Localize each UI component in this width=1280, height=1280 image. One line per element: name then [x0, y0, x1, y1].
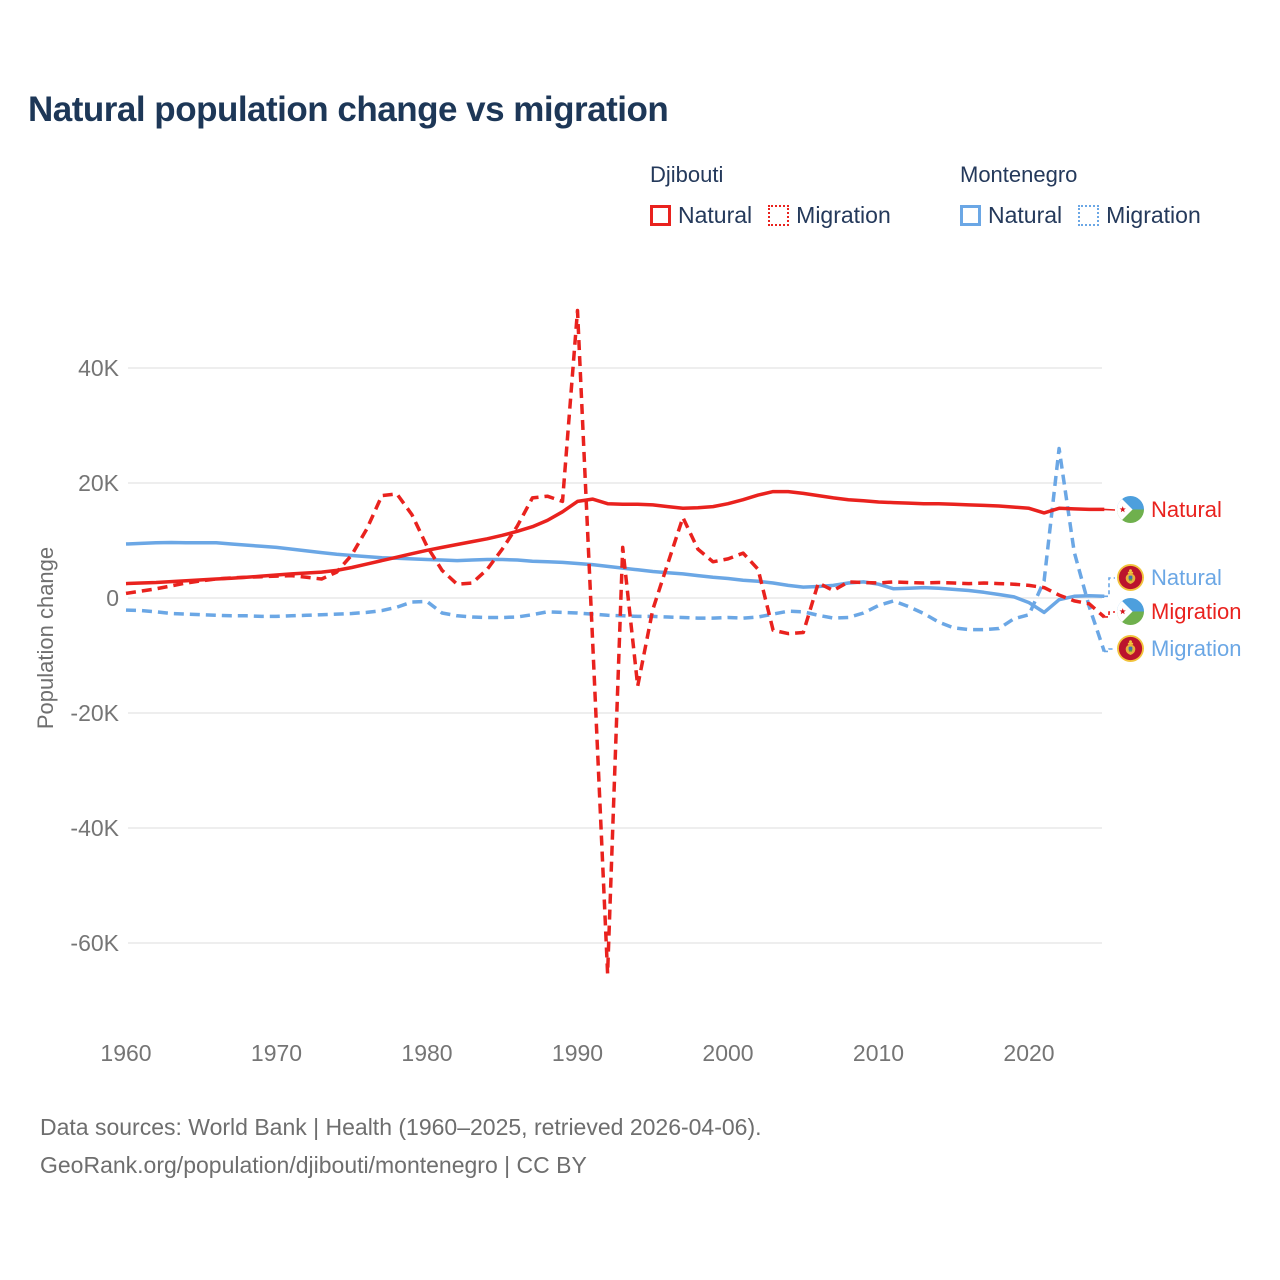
legend-swatch-dashed-red-icon — [768, 205, 790, 226]
footer-data-sources: Data sources: World Bank | Health (1960–… — [40, 1114, 762, 1140]
connector-montenegro-migration — [1104, 648, 1115, 653]
x-tick-label: 1990 — [552, 1040, 603, 1066]
connector-djibouti-migration — [1104, 611, 1115, 618]
legend-country-montenegro: Montenegro — [960, 162, 1078, 187]
series-montenegro-natural — [125, 540, 1105, 615]
x-tick-label: 2000 — [702, 1040, 753, 1066]
series-djibouti-natural — [125, 489, 1105, 586]
x-tick-label: 1960 — [100, 1040, 151, 1066]
y-tick-label: 40K — [78, 355, 120, 381]
legend-item-label: Natural — [988, 202, 1063, 228]
legend-group-montenegro: Montenegro Natural Migration — [960, 162, 1201, 229]
series-montenegro-migration — [125, 446, 1106, 653]
x-tick-label: 2020 — [1003, 1040, 1054, 1066]
connector-djibouti-natural — [1103, 508, 1116, 511]
legend-item-montenegro-natural[interactable]: Natural — [960, 202, 1062, 229]
legend-item-label: Natural — [678, 202, 753, 228]
footer-attribution: GeoRank.org/population/djibouti/monteneg… — [40, 1152, 587, 1178]
x-tick-label: 2010 — [853, 1040, 904, 1066]
y-tick-label: -40K — [70, 815, 119, 841]
end-label-text: Natural — [1151, 564, 1222, 590]
legend-item-montenegro-migration[interactable]: Migration — [1078, 202, 1201, 229]
legend-swatch-dashed-blue-icon — [1078, 205, 1100, 226]
legend-country-djibouti: Djibouti — [650, 162, 724, 187]
x-tick-label: 1970 — [251, 1040, 302, 1066]
montenegro-flag-icon — [1117, 635, 1144, 662]
end-label-text: Natural — [1151, 496, 1222, 522]
legend-item-djibouti-migration[interactable]: Migration — [768, 202, 891, 229]
y-tick-label: -20K — [70, 700, 119, 726]
connector-montenegro-natural — [1104, 577, 1115, 598]
y-tick-label: 0 — [106, 585, 119, 611]
djibouti-flag-icon — [1117, 496, 1144, 523]
end-label-montenegro-natural: Natural — [1117, 564, 1222, 591]
page-title: Natural population change vs migration — [28, 90, 669, 129]
legend-swatch-solid-blue-icon — [960, 205, 981, 226]
legend-item-label: Migration — [1106, 202, 1201, 228]
legend-item-label: Migration — [796, 202, 891, 228]
end-label-montenegro-migration: Migration — [1117, 635, 1241, 662]
djibouti-flag-icon — [1117, 598, 1144, 625]
series-djibouti-migration — [125, 308, 1106, 976]
end-label-text: Migration — [1151, 635, 1242, 661]
legend-item-djibouti-natural[interactable]: Natural — [650, 202, 752, 229]
legend-swatch-solid-red-icon — [650, 205, 671, 226]
end-label-text: Migration — [1151, 598, 1242, 624]
end-label-djibouti-migration: Migration — [1117, 598, 1241, 625]
y-tick-label: -60K — [70, 930, 119, 956]
y-tick-label: 20K — [78, 470, 120, 496]
legend-group-djibouti: Djibouti Natural Migration — [650, 162, 891, 229]
x-tick-label: 1980 — [401, 1040, 452, 1066]
montenegro-flag-icon — [1117, 564, 1144, 591]
footer: Data sources: World Bank | Health (1960–… — [40, 1108, 762, 1184]
end-label-djibouti-natural: Natural — [1117, 496, 1222, 523]
